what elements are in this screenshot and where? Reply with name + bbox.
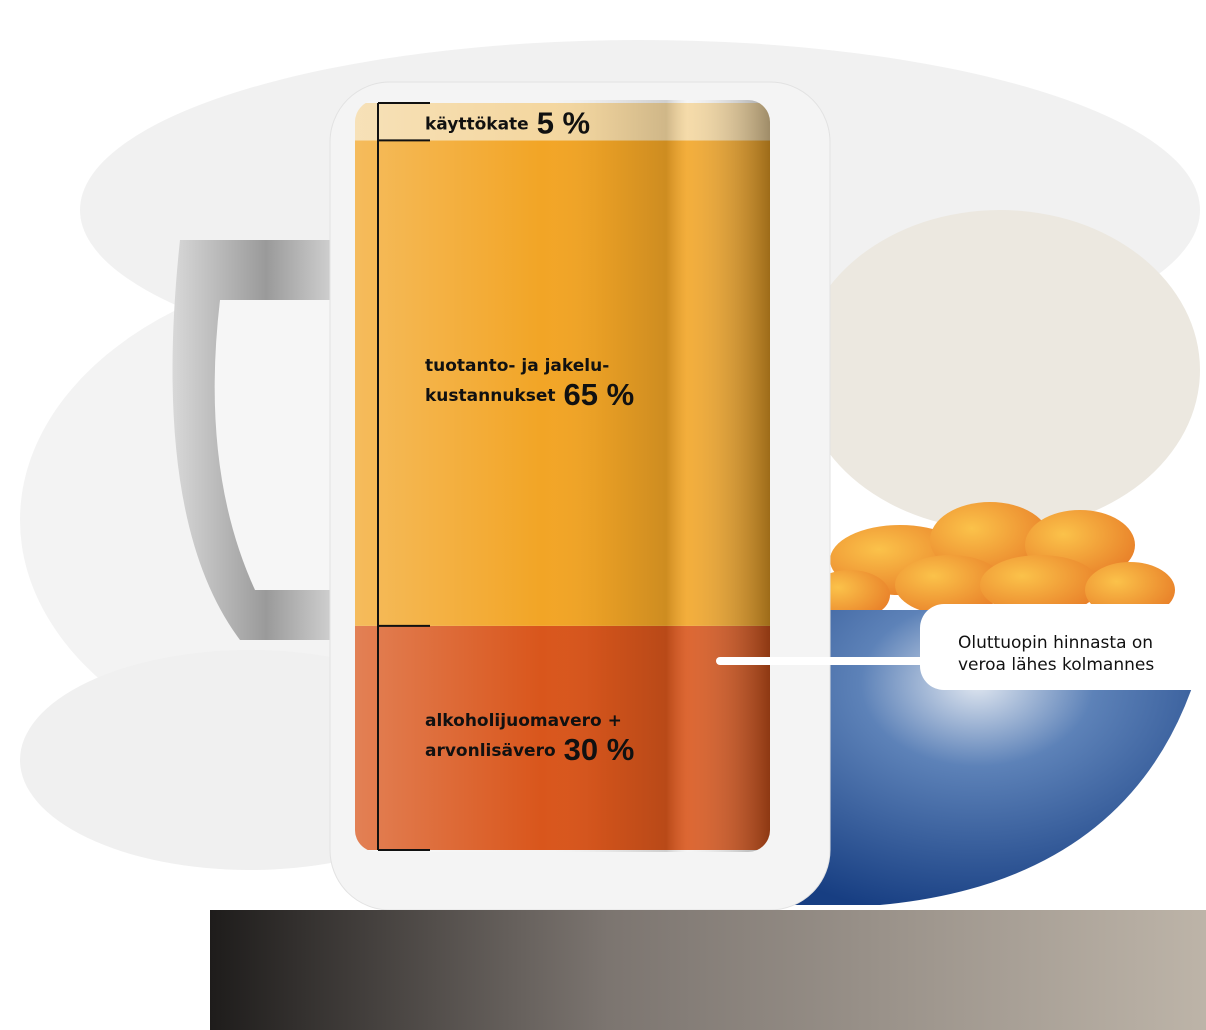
segment-label: kustannukset <box>425 386 556 406</box>
callout-text: Oluttuopin hinnasta on <box>958 633 1153 653</box>
glass-shading <box>355 100 770 852</box>
value-label: 30 % <box>564 732 635 767</box>
value-label: 5 % <box>537 106 590 141</box>
segment-label: käyttökate <box>425 115 529 135</box>
callout: Oluttuopin hinnasta on veroa lähes kolma… <box>716 604 1206 690</box>
segment-label: tuotanto- ja jakelu- <box>425 356 609 376</box>
segment-label: alkoholijuomavero + <box>425 711 622 731</box>
labels: käyttökate 5 % tuotanto- ja jakelu-kustann… <box>377 102 635 851</box>
value-label: 65 % <box>564 377 635 412</box>
segment-label: arvonlisävero <box>425 741 556 761</box>
callout-text: veroa lähes kolmannes <box>958 655 1154 675</box>
